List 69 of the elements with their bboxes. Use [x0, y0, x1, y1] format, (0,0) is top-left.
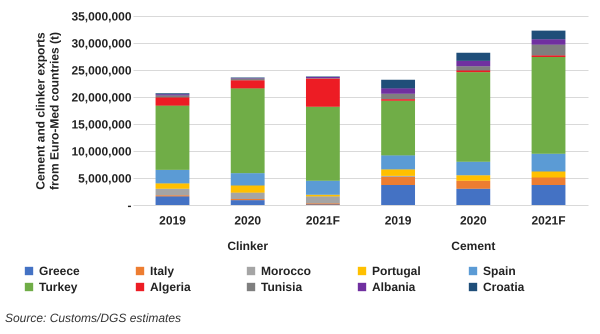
- bar: [532, 44, 566, 56]
- bar: [456, 66, 490, 71]
- bar: [456, 60, 490, 66]
- bar: [532, 30, 566, 40]
- y-tick-label: 30,000,000: [71, 36, 132, 50]
- bar: [381, 169, 416, 176]
- legend-label: Turkey: [39, 280, 78, 294]
- legend-label: Italy: [150, 264, 174, 278]
- bar: [456, 188, 490, 205]
- x-tick-label: 2020: [460, 214, 487, 228]
- bar: [456, 162, 490, 176]
- y-axis-title: Cement and clinker exports from Euro-Med countries (t): [33, 32, 62, 190]
- text: Cement: [451, 239, 496, 253]
- x-tick-label: 2021F: [532, 214, 566, 228]
- legend-label: Greece: [39, 264, 80, 278]
- y-tick-label: 35,000,000: [71, 10, 132, 24]
- bar: [230, 200, 265, 205]
- bar: [230, 88, 265, 174]
- legend-label: Morocco: [261, 264, 312, 278]
- bar: [381, 155, 416, 170]
- bar: [381, 88, 416, 94]
- legend-label: Tunisia: [261, 280, 302, 294]
- source-note: Source: Customs/DGS estimates: [5, 311, 182, 325]
- bar: [306, 106, 340, 181]
- bar: [532, 57, 566, 154]
- y-tick-label: 20,000,000: [71, 90, 132, 104]
- bar: [230, 80, 265, 88]
- bar: [381, 185, 416, 205]
- bar: [532, 154, 566, 172]
- bar: [156, 98, 190, 106]
- bar: [230, 192, 265, 200]
- bar: [230, 173, 265, 186]
- bar: [456, 52, 490, 61]
- bar: [306, 78, 340, 107]
- bar: [156, 106, 190, 170]
- y-tick-label: 15,000,000: [71, 118, 132, 132]
- x-tick-label: 2021F: [306, 214, 340, 228]
- bar: [456, 180, 490, 189]
- text: Clinker: [227, 239, 268, 253]
- x-tick-label: 2020: [234, 214, 262, 228]
- bar: [381, 80, 416, 88]
- bar: [381, 100, 416, 156]
- bar: [456, 175, 490, 181]
- bar: [156, 170, 190, 184]
- bar: [156, 196, 190, 205]
- legend-label: Albania: [372, 280, 416, 294]
- bar: [306, 180, 340, 195]
- x-tick-label: 2019: [159, 214, 186, 228]
- bar: [532, 172, 566, 178]
- bar: [381, 176, 416, 186]
- legend-label: Portugal: [372, 264, 421, 278]
- bar: [381, 94, 416, 100]
- legend-label: Spain: [483, 264, 516, 278]
- bar: [532, 177, 566, 186]
- y-tick-label: -: [128, 198, 132, 212]
- bar: [532, 39, 566, 45]
- legend-label: Croatia: [483, 280, 525, 294]
- bar: [456, 72, 490, 162]
- legend-label: Algeria: [150, 280, 192, 294]
- y-tick-label: 10,000,000: [71, 144, 132, 158]
- bar: [156, 95, 190, 98]
- y-tick-label: 25,000,000: [71, 64, 132, 78]
- x-tick-label: 2019: [384, 214, 412, 228]
- bar: [532, 185, 566, 205]
- bar: [156, 183, 190, 189]
- bar: [156, 188, 190, 196]
- bar: [230, 186, 265, 193]
- y-tick-label: 5,000,000: [78, 172, 132, 186]
- bar: [306, 196, 340, 204]
